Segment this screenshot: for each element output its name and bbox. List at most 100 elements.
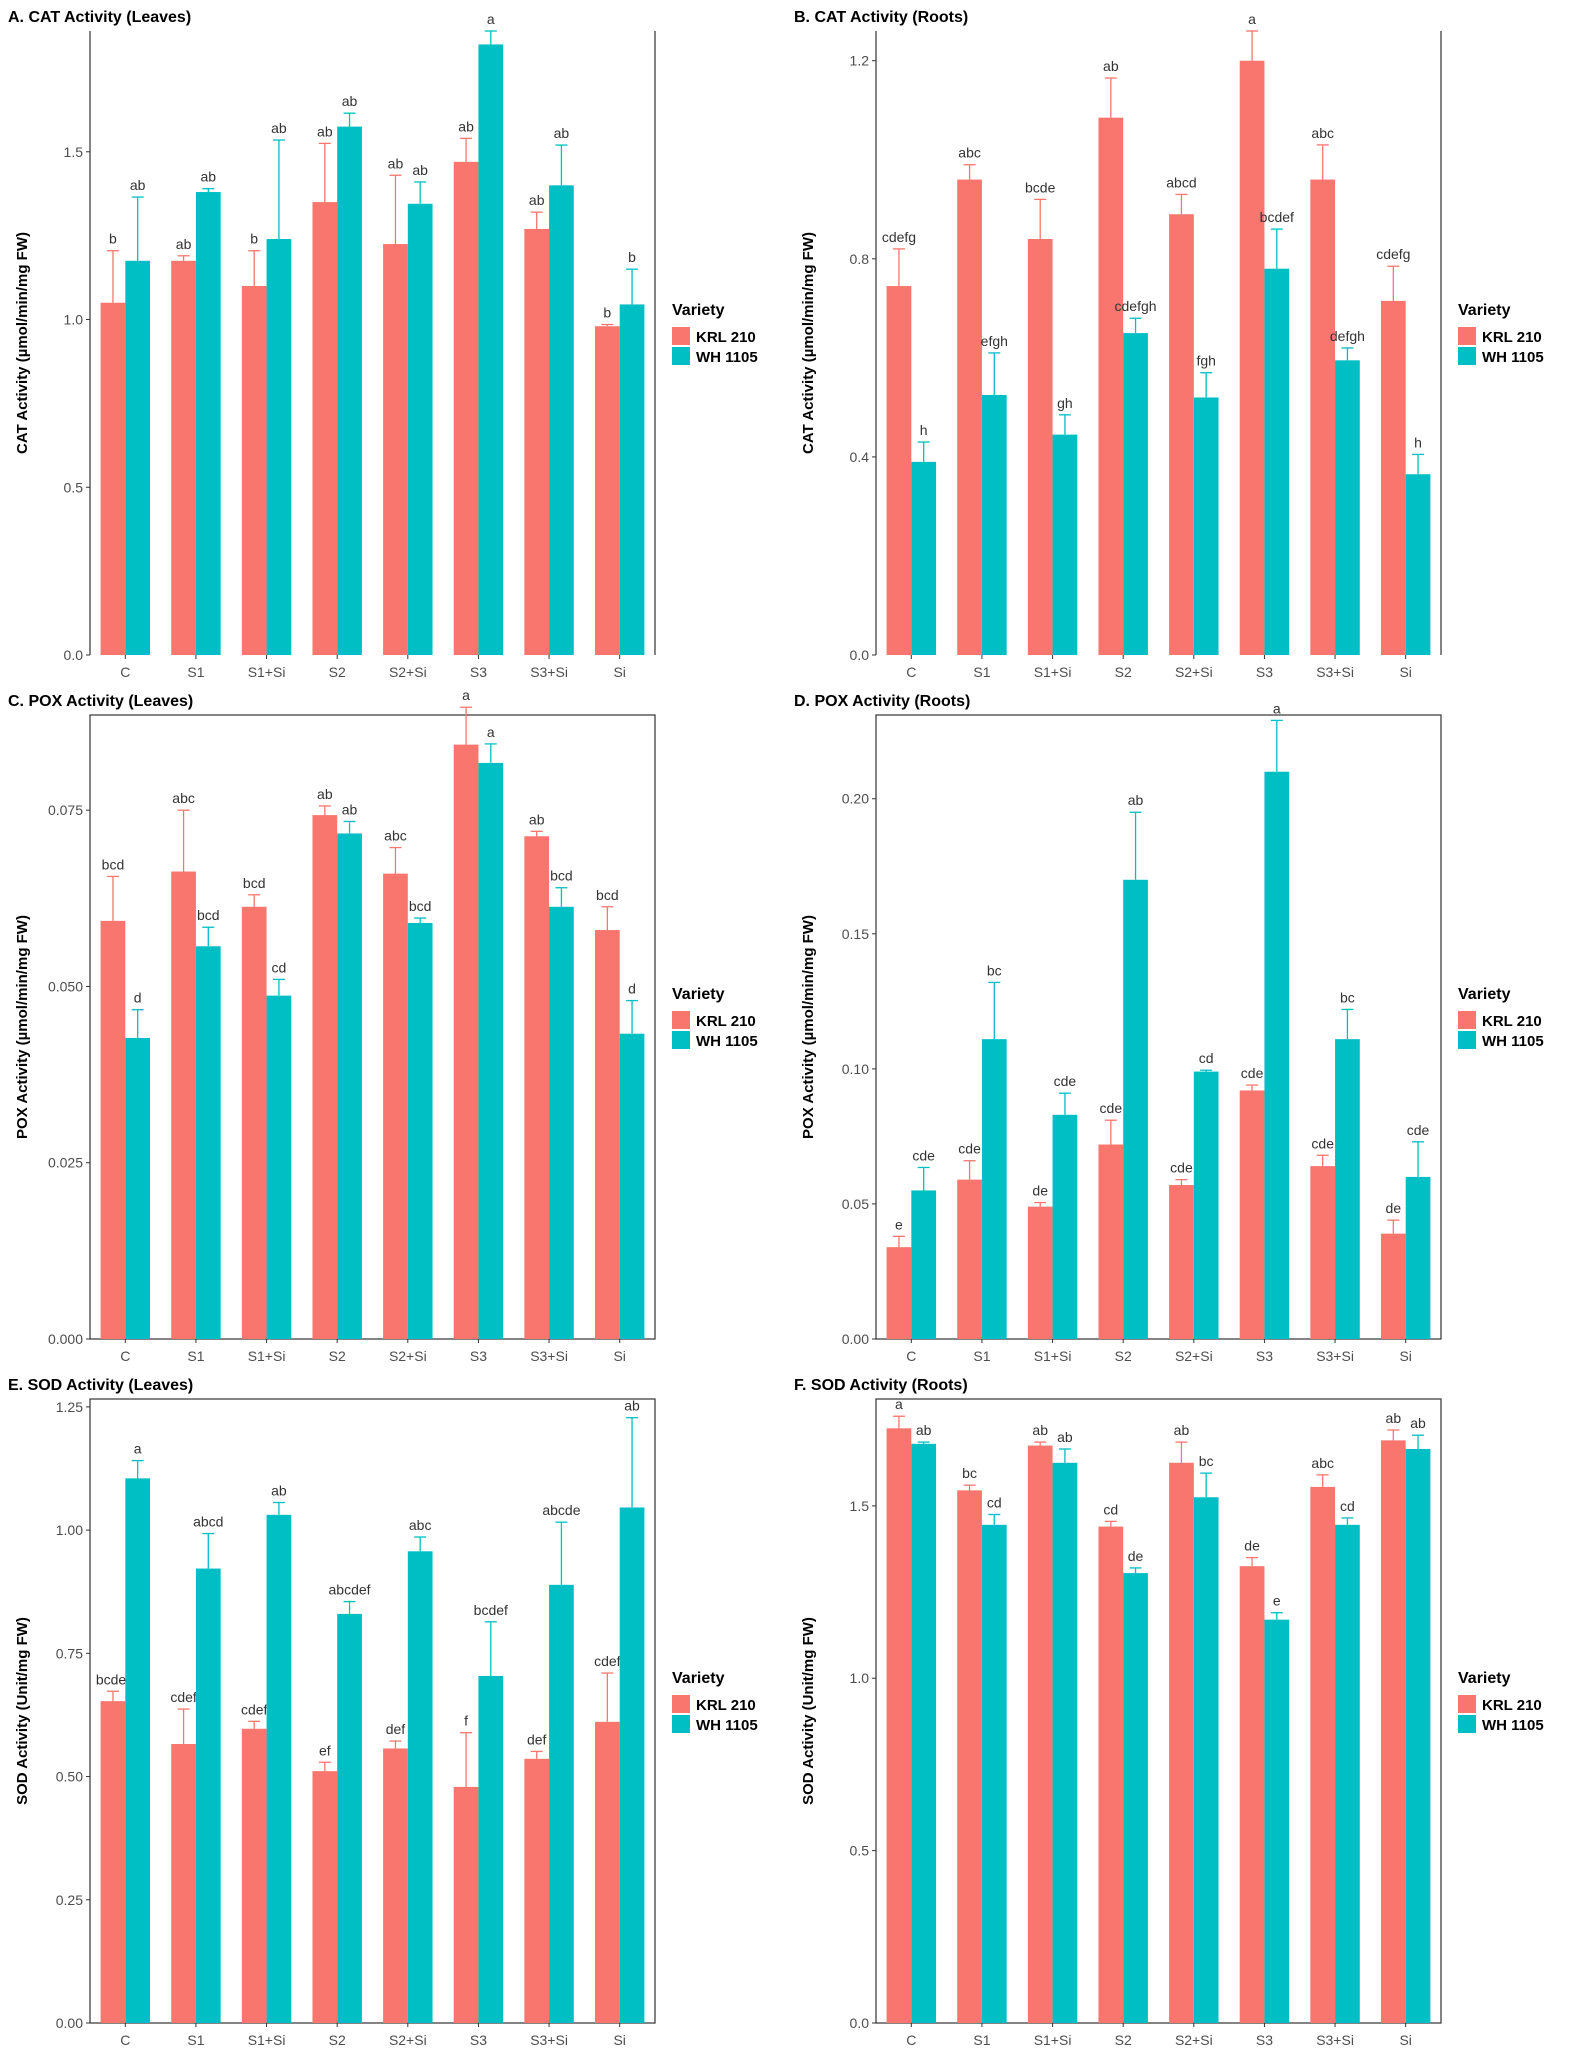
bar-wh1105 xyxy=(266,995,292,1339)
bar-krl210 xyxy=(1380,1233,1406,1339)
bar-krl210 xyxy=(171,1744,196,2023)
y-tick-label: 1.5 xyxy=(64,144,84,160)
bar-krl210 xyxy=(1169,1462,1194,2023)
panel-title: B. CAT Activity (Roots) xyxy=(794,9,968,26)
bar-krl210 xyxy=(886,1247,912,1339)
chart-cat-leaves: A. CAT Activity (Leaves) 0.0 0.5 1.0 1.5 CAT … xyxy=(8,9,758,684)
significance-label: e xyxy=(1273,1593,1281,1609)
bar-wh1105 xyxy=(1264,771,1290,1339)
bar-krl210 xyxy=(594,326,620,655)
significance-label: d xyxy=(628,981,636,997)
significance-label: bcd xyxy=(102,856,125,872)
y-tick-label: 0.8 xyxy=(850,251,870,267)
significance-label: ab xyxy=(554,125,570,141)
x-axis-label: Treatment xyxy=(1123,1366,1195,1368)
bar-krl210 xyxy=(1098,1526,1124,2023)
significance-label: cd xyxy=(1340,1498,1355,1514)
legend-swatch-wh1105 xyxy=(1458,1031,1476,1049)
bar-krl210 xyxy=(886,1428,912,2023)
bar-wh1105 xyxy=(1123,879,1148,1339)
significance-label: ab xyxy=(271,1483,287,1499)
x-tick-label: C xyxy=(120,1348,130,1364)
significance-label: abc xyxy=(1311,125,1334,141)
y-axis-label: CAT Activity (µmol/min/mg FW) xyxy=(800,232,817,454)
bar-krl210 xyxy=(241,285,267,655)
significance-label: def xyxy=(386,1721,406,1737)
legend-label: KRL 210 xyxy=(1482,1697,1542,1714)
bar-wh1105 xyxy=(266,239,292,655)
significance-label: ab xyxy=(1386,1410,1402,1426)
bar-krl210 xyxy=(383,873,408,1339)
x-tick-label: Si xyxy=(1399,664,1411,680)
bar-krl210 xyxy=(524,836,550,1339)
bar-krl210 xyxy=(100,302,126,655)
legend-label: WH 1105 xyxy=(1482,349,1544,366)
legend-label: WH 1105 xyxy=(696,1717,758,1734)
bar-wh1105 xyxy=(1193,397,1219,655)
plot-frame xyxy=(89,1398,656,2024)
bar-krl210 xyxy=(171,871,196,1339)
bar-krl210 xyxy=(957,1179,982,1339)
bar-wh1105 xyxy=(478,44,504,655)
legend-title: Variety xyxy=(1458,1670,1511,1687)
bar-krl210 xyxy=(1098,1144,1124,1339)
significance-label: cde xyxy=(1170,1160,1193,1176)
bar-krl210 xyxy=(1310,1486,1336,2023)
significance-label: bcdef xyxy=(474,1602,508,1618)
significance-label: abc xyxy=(958,145,981,161)
significance-label: ab xyxy=(1174,1422,1190,1438)
significance-label: b xyxy=(628,249,636,265)
y-tick-label: 0.050 xyxy=(48,978,83,994)
bar-krl210 xyxy=(100,920,126,1339)
legend-title: Variety xyxy=(1458,302,1511,319)
bar-wh1105 xyxy=(619,1507,645,2023)
significance-label: ab xyxy=(916,1422,932,1438)
legend-title: Variety xyxy=(1458,986,1511,1003)
y-tick-label: 0.00 xyxy=(842,1331,869,1347)
y-tick-label: 0.5 xyxy=(64,479,84,495)
x-tick-label: Si xyxy=(1399,1348,1411,1364)
chart-sod-leaves: E. SOD Activity (Leaves) 0.00 0.25 0.50 0.75… xyxy=(8,1377,758,2052)
x-tick-label: S1 xyxy=(973,2032,990,2048)
bar-wh1105 xyxy=(911,1190,937,1339)
significance-label: ab xyxy=(342,801,358,817)
significance-label: abcde xyxy=(542,1502,580,1518)
significance-label: ab xyxy=(317,786,333,802)
bar-wh1105 xyxy=(981,1039,1007,1339)
significance-label: abc xyxy=(384,828,407,844)
bar-krl210 xyxy=(1239,1090,1265,1339)
significance-label: a xyxy=(1273,700,1281,716)
y-tick-label: 0.25 xyxy=(56,1892,83,1908)
significance-label: cde xyxy=(1311,1135,1334,1151)
x-axis-label: Treatment xyxy=(337,682,409,684)
significance-label: b xyxy=(250,231,258,247)
bar-wh1105 xyxy=(549,906,574,1339)
significance-label: cde xyxy=(1241,1065,1264,1081)
y-tick-label: 0.4 xyxy=(850,449,870,465)
significance-label: ab xyxy=(1103,58,1119,74)
legend-label: KRL 210 xyxy=(1482,1013,1542,1030)
x-tick-label: S2+Si xyxy=(1175,1348,1213,1364)
significance-label: cdefg xyxy=(1376,246,1410,262)
significance-label: bc xyxy=(1340,989,1355,1005)
bar-krl210 xyxy=(957,1490,982,2023)
significance-label: ab xyxy=(412,162,428,178)
significance-label: ab xyxy=(271,120,287,136)
x-tick-label: S1+Si xyxy=(1034,2032,1072,2048)
x-tick-label: C xyxy=(906,1348,916,1364)
legend-swatch-krl210 xyxy=(1458,1695,1476,1713)
x-tick-label: S2+Si xyxy=(389,664,427,680)
y-tick-label: 0.000 xyxy=(48,1331,83,1347)
chart-sod-roots: F. SOD Activity (Roots) 0.0 0.5 1.0 1.5 SOD A… xyxy=(794,1377,1544,2052)
bar-krl210 xyxy=(594,930,620,1339)
significance-label: gh xyxy=(1057,395,1073,411)
y-tick-label: 0.50 xyxy=(56,1769,83,1785)
significance-label: ab xyxy=(529,811,545,827)
bar-krl210 xyxy=(1310,1166,1336,1339)
x-tick-label: S1+Si xyxy=(1034,664,1072,680)
bar-krl210 xyxy=(241,906,267,1339)
significance-label: de xyxy=(1128,1548,1144,1564)
chart-cat-roots: B. CAT Activity (Roots) 0.0 0.4 0.8 1.2 CAT A… xyxy=(794,9,1544,684)
significance-label: bcde xyxy=(1025,179,1056,195)
significance-label: ab xyxy=(130,177,146,193)
